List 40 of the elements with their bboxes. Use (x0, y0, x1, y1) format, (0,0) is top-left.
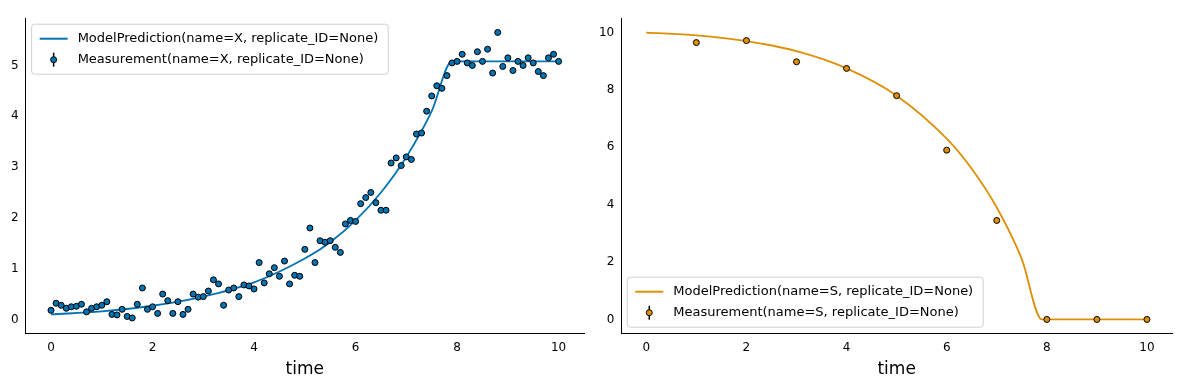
y-tick-label: 4 (10, 108, 19, 123)
legend-label: Measurement(name=S, replicate_ID=None) (673, 304, 959, 320)
x-tick-label: 10 (550, 339, 567, 354)
x-tick-label: 8 (1043, 339, 1051, 354)
legend-label: ModelPrediction(name=S, replicate_ID=None) (673, 283, 974, 299)
x-tick-label: 2 (742, 339, 751, 354)
point (843, 64, 851, 72)
y-tick-label: 8 (606, 82, 615, 97)
x-tick-label: 0 (642, 339, 651, 354)
point (1143, 315, 1151, 323)
y-tick-label: 5 (10, 57, 19, 72)
point (692, 39, 700, 47)
point (943, 146, 951, 154)
y-tick-label: 0 (606, 311, 615, 326)
x-tick-label: 6 (351, 339, 360, 354)
point (742, 37, 750, 45)
y-tick-label: 10 (598, 24, 615, 39)
point (893, 92, 901, 100)
x-tick-label: 4 (842, 339, 851, 354)
x-axis-title: time (877, 358, 916, 379)
legend-label: ModelPrediction(name=X, replicate_ID=None) (77, 30, 379, 46)
y-tick-label: 4 (606, 196, 615, 211)
point (1043, 315, 1051, 323)
x-tick-label: 2 (148, 339, 157, 354)
y-tick-label: 1 (10, 260, 19, 275)
x-axis-title: time (285, 358, 325, 379)
y-tick-label: 2 (606, 254, 615, 269)
x-tick-label: 10 (1139, 339, 1155, 354)
y-tick-label: 3 (10, 159, 19, 174)
point (1093, 315, 1101, 323)
point (993, 216, 1001, 224)
y-tick-label: 6 (606, 139, 615, 154)
x-tick-label: 4 (250, 339, 258, 354)
x-tick-label: 8 (453, 339, 461, 354)
point (793, 58, 800, 66)
y-tick-label: 0 (10, 311, 19, 326)
legend-label: Measurement(name=X, replicate_ID=None) (77, 51, 364, 67)
x-tick-label: 6 (942, 339, 951, 354)
x-tick-label: 0 (47, 339, 55, 354)
y-tick-label: 2 (10, 209, 19, 224)
